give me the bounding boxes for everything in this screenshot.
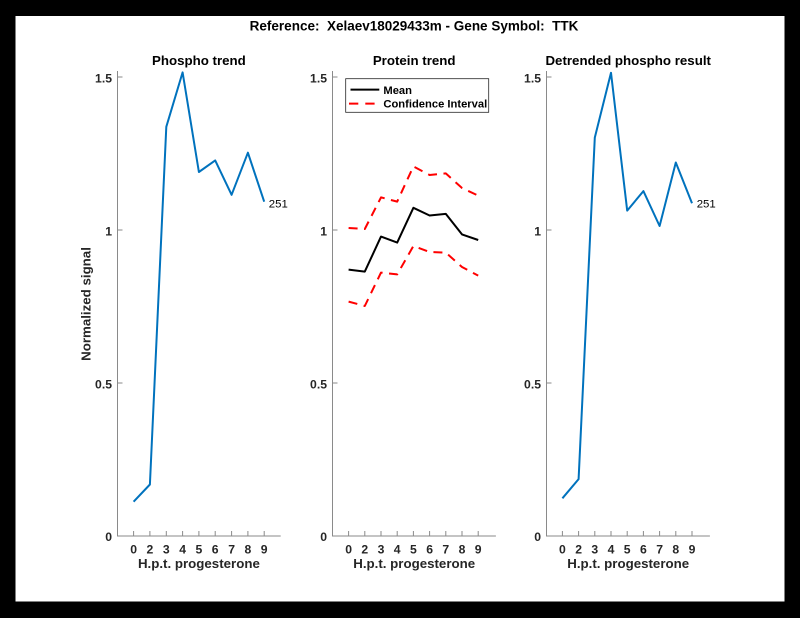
- svg-text:9: 9: [261, 543, 268, 557]
- svg-text:5: 5: [196, 543, 203, 557]
- svg-text:H.p.t. progesterone: H.p.t. progesterone: [353, 556, 475, 571]
- svg-text:6: 6: [212, 543, 219, 557]
- svg-text:0: 0: [559, 543, 566, 557]
- svg-text:251: 251: [697, 199, 716, 211]
- svg-text:251: 251: [269, 199, 288, 211]
- svg-text:9: 9: [689, 543, 696, 557]
- svg-text:4: 4: [179, 543, 186, 557]
- svg-text:3: 3: [378, 543, 385, 557]
- svg-text:Mean: Mean: [383, 85, 412, 97]
- svg-text:6: 6: [426, 543, 433, 557]
- svg-text:3: 3: [163, 543, 170, 557]
- svg-text:6: 6: [640, 543, 647, 557]
- svg-text:0: 0: [130, 543, 137, 557]
- svg-text:7: 7: [442, 543, 449, 557]
- svg-text:H.p.t. progesterone: H.p.t. progesterone: [567, 556, 689, 571]
- svg-text:Detrended phospho result: Detrended phospho result: [545, 53, 711, 68]
- svg-text:9: 9: [475, 543, 482, 557]
- svg-text:4: 4: [394, 543, 401, 557]
- svg-text:7: 7: [656, 543, 663, 557]
- svg-text:8: 8: [672, 543, 679, 557]
- svg-text:4: 4: [608, 543, 615, 557]
- svg-text:1.5: 1.5: [524, 71, 541, 85]
- svg-text:Protein trend: Protein trend: [373, 53, 456, 68]
- svg-text:5: 5: [410, 543, 417, 557]
- svg-text:0.5: 0.5: [524, 377, 541, 391]
- svg-text:0: 0: [345, 543, 352, 557]
- svg-text:Normalized signal: Normalized signal: [79, 247, 94, 361]
- svg-text:Reference: Xelaev18029433m -: Reference: Xelaev18029433m - Gene Symbol…: [250, 19, 579, 34]
- svg-text:1.5: 1.5: [95, 71, 112, 85]
- svg-text:3: 3: [591, 543, 598, 557]
- svg-text:7: 7: [228, 543, 235, 557]
- svg-text:0: 0: [534, 530, 541, 544]
- svg-text:Phospho trend: Phospho trend: [152, 53, 246, 68]
- svg-text:H.p.t. progesterone: H.p.t. progesterone: [138, 556, 260, 571]
- svg-text:2: 2: [147, 543, 154, 557]
- svg-text:1: 1: [320, 224, 327, 238]
- svg-text:Confidence Interval: Confidence Interval: [383, 99, 487, 111]
- svg-text:0.5: 0.5: [95, 377, 112, 391]
- svg-text:1.5: 1.5: [310, 71, 327, 85]
- svg-text:1: 1: [105, 224, 112, 238]
- svg-text:8: 8: [459, 543, 466, 557]
- svg-text:2: 2: [361, 543, 368, 557]
- svg-text:0: 0: [320, 530, 327, 544]
- svg-text:8: 8: [245, 543, 252, 557]
- svg-text:1: 1: [534, 224, 541, 238]
- svg-text:0.5: 0.5: [310, 377, 327, 391]
- svg-text:0: 0: [105, 530, 112, 544]
- svg-text:5: 5: [624, 543, 631, 557]
- svg-text:2: 2: [575, 543, 582, 557]
